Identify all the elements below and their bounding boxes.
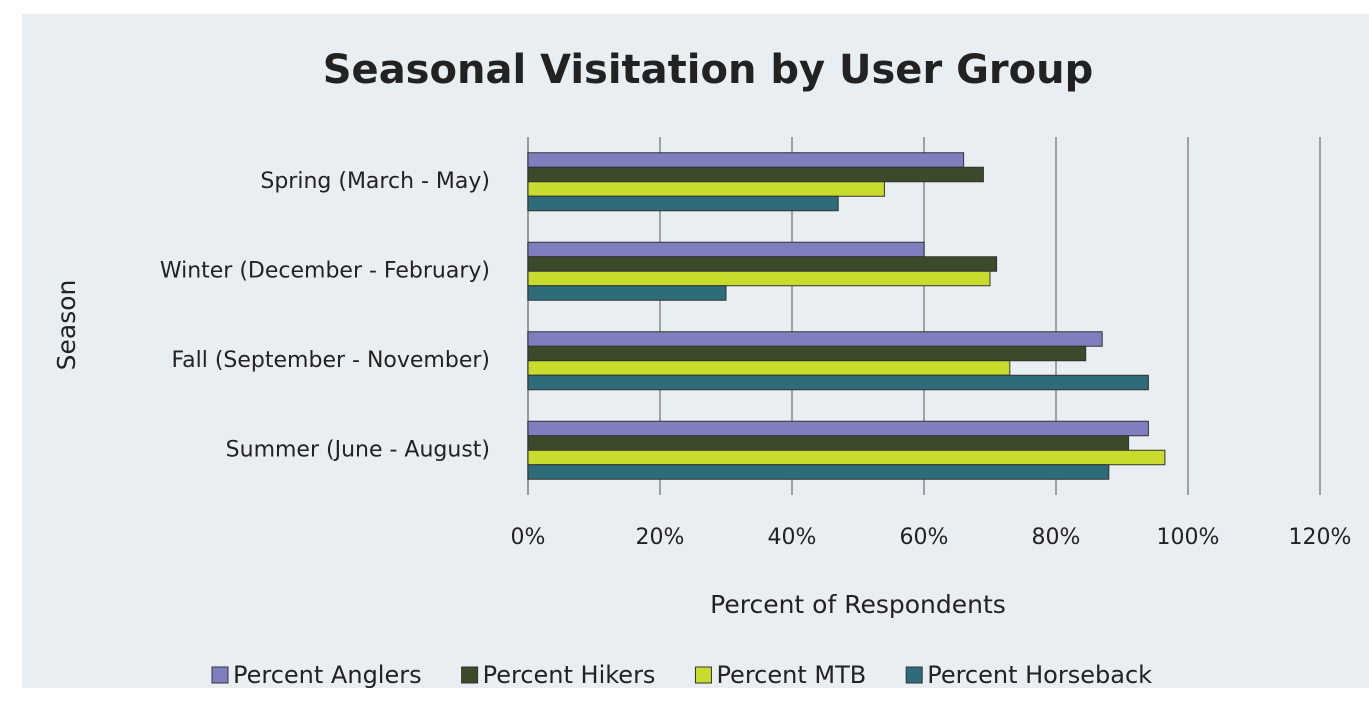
legend-label: Percent MTB bbox=[716, 661, 866, 689]
legend-swatch bbox=[461, 666, 479, 684]
x-tick-label: 80% bbox=[1032, 525, 1081, 550]
chart-title: Seasonal Visitation by User Group bbox=[323, 47, 1094, 93]
x-tick-label: 20% bbox=[636, 525, 685, 550]
legend-swatch bbox=[694, 666, 712, 684]
legend-swatch bbox=[211, 666, 229, 684]
x-tick-label: 60% bbox=[900, 525, 949, 550]
bar bbox=[527, 449, 1166, 466]
x-axis-label: Percent of Respondents bbox=[710, 590, 1006, 619]
bar bbox=[527, 241, 925, 258]
bar bbox=[527, 195, 839, 212]
x-tick-label: 120% bbox=[1289, 525, 1352, 550]
bar bbox=[527, 345, 1087, 362]
y-tick-label: Fall (September - November) bbox=[172, 348, 490, 373]
x-tick-label: 0% bbox=[511, 525, 546, 550]
y-tick-label: Summer (June - August) bbox=[226, 437, 490, 462]
legend-swatch bbox=[905, 666, 923, 684]
bar bbox=[527, 331, 1103, 347]
y-tick-label: Winter (December - February) bbox=[160, 258, 490, 283]
y-axis-label: Season bbox=[52, 280, 81, 371]
bar bbox=[527, 374, 1149, 391]
x-tick-label: 100% bbox=[1157, 525, 1220, 550]
bar bbox=[527, 464, 1110, 480]
bar bbox=[527, 166, 984, 183]
legend-label: Percent Hikers bbox=[483, 661, 656, 689]
bar bbox=[527, 152, 965, 168]
bar bbox=[527, 181, 885, 197]
bar bbox=[527, 285, 727, 301]
bar bbox=[527, 270, 991, 287]
bar bbox=[527, 435, 1130, 451]
x-tick-label: 40% bbox=[768, 525, 817, 550]
bar bbox=[527, 420, 1149, 437]
bar bbox=[527, 360, 1011, 376]
y-tick-label: Spring (March - May) bbox=[260, 169, 490, 194]
legend-label: Percent Horseback bbox=[927, 661, 1152, 689]
bar bbox=[527, 256, 998, 272]
legend-label: Percent Anglers bbox=[233, 661, 422, 689]
